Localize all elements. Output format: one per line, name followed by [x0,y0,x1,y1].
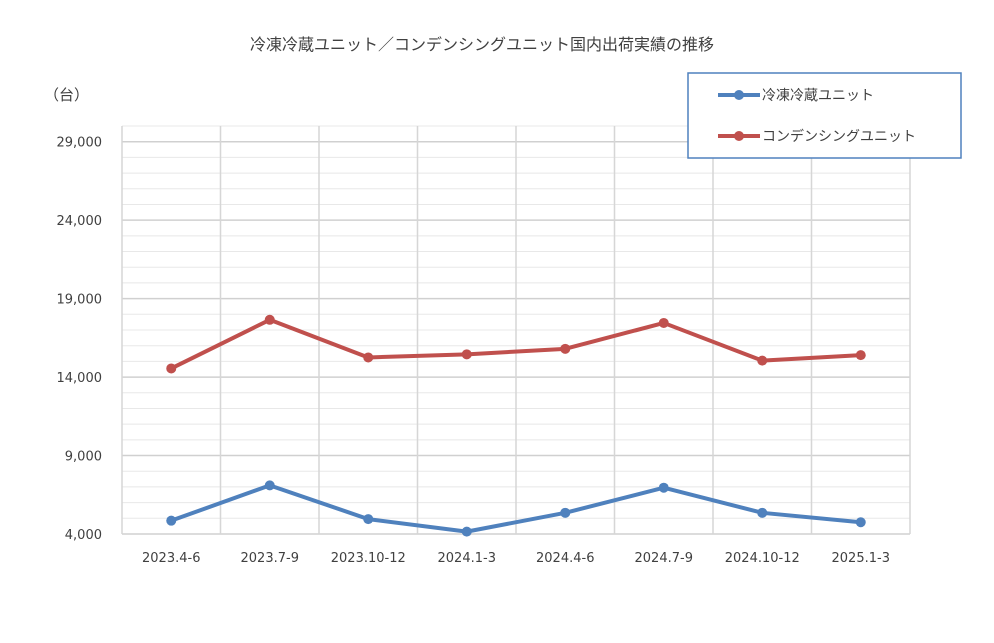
x-tick-label: 2024.1-3 [438,551,496,566]
data-point-series-2 [363,352,374,363]
legend-box [687,72,962,159]
x-axis-ticks: 2023.4-6 2023.7-9 2023.10-12 2024.1-3 2024.4… [142,551,890,566]
data-point-series-2 [461,349,472,360]
series-layer [166,314,866,537]
series-line-2 [169,317,863,371]
data-point-series-1 [264,480,275,491]
data-point-series-2 [658,317,669,328]
data-point-series-2 [855,350,866,361]
legend: 冷凍冷蔵ユニット コンデンシングユニット [687,72,962,159]
data-point-series-2 [264,314,275,325]
legend-label-series-1: 冷凍冷蔵ユニット [762,88,874,104]
data-point-series-1 [560,507,571,518]
legend-marker-series-1 [734,90,744,100]
y-tick-label: 14,000 [57,371,103,386]
plot-grid [121,125,911,535]
y-tick-label: 24,000 [57,214,103,229]
data-point-series-1 [461,526,472,537]
x-tick-label: 2023.7-9 [241,551,299,566]
data-point-series-2 [560,343,571,354]
data-point-series-1 [757,507,768,518]
data-point-series-1 [658,482,669,493]
x-tick-label: 2024.10-12 [725,551,800,566]
x-tick-label: 2023.10-12 [331,551,406,566]
chart-title: 冷凍冷蔵ユニット／コンデンシングユニット国内出荷実績の推移 [250,35,714,54]
y-axis-unit-label: （台） [44,86,89,104]
y-axis-ticks: 4,000 9,000 14,000 19,000 24,000 29,000 [57,136,103,543]
y-tick-label: 29,000 [57,136,103,151]
series-line-1 [169,483,863,534]
data-point-series-1 [855,517,866,528]
x-tick-label: 2024.4-6 [536,551,594,566]
y-tick-label: 9,000 [65,450,102,465]
x-tick-label: 2025.1-3 [832,551,890,566]
data-point-series-2 [757,355,768,366]
data-point-series-1 [166,515,177,526]
x-tick-label: 2023.4-6 [142,551,200,566]
data-point-series-2 [166,363,177,374]
legend-label-series-2: コンデンシングユニット [762,128,916,145]
x-tick-label: 2024.7-9 [635,551,693,566]
y-tick-label: 4,000 [65,528,102,543]
y-tick-label: 19,000 [57,293,103,308]
legend-marker-series-2 [734,131,744,141]
data-point-series-1 [363,514,374,525]
